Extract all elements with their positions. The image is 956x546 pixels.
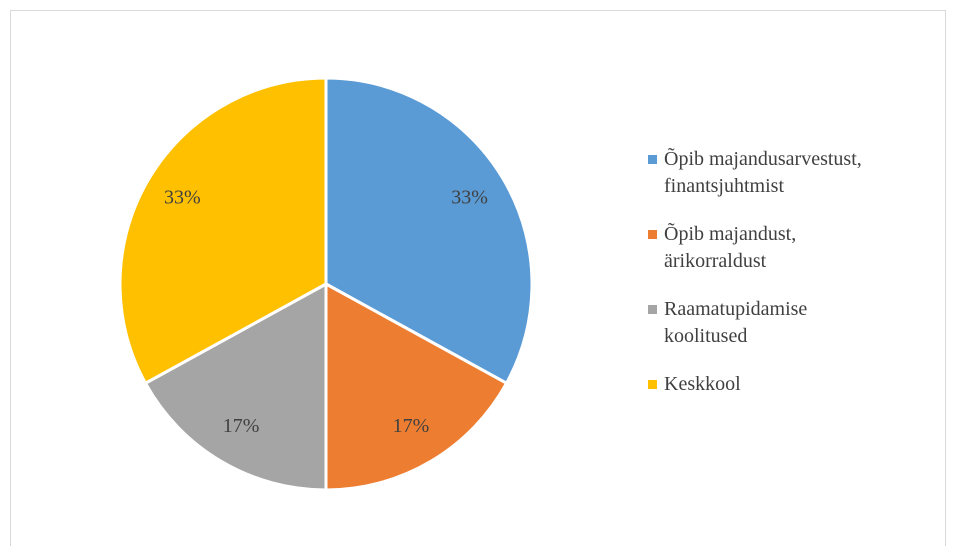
legend-item: Õpib majandusarvestust, finantsjuhtmist (648, 146, 880, 200)
legend-item: Keskkool (648, 371, 880, 398)
legend-swatch (648, 380, 657, 389)
data-label: 33% (164, 187, 201, 209)
chart-border (10, 10, 946, 546)
legend-item: Raamatupidamise koolitused (648, 296, 880, 350)
legend-label: Õpib majandust, ärikorraldust (664, 223, 797, 272)
legend: Õpib majandusarvestust, finantsjuhtmist Õ… (648, 146, 880, 419)
pie-slice (324, 76, 534, 386)
pie-slice (143, 281, 328, 492)
legend-swatch (648, 230, 657, 239)
legend-label: Raamatupidamise koolitused (664, 298, 808, 347)
pie-slice (324, 281, 509, 492)
data-label: 33% (451, 187, 488, 209)
legend-item: Õpib majandust, ärikorraldust (648, 221, 880, 275)
pie-slice (118, 76, 328, 386)
data-label: 17% (223, 415, 260, 437)
legend-label: Õpib majandusarvestust, finantsjuhtmist (664, 148, 862, 197)
legend-swatch (648, 155, 657, 164)
data-label: 17% (393, 415, 430, 437)
legend-label: Keskkool (664, 373, 741, 395)
legend-swatch (648, 305, 657, 314)
